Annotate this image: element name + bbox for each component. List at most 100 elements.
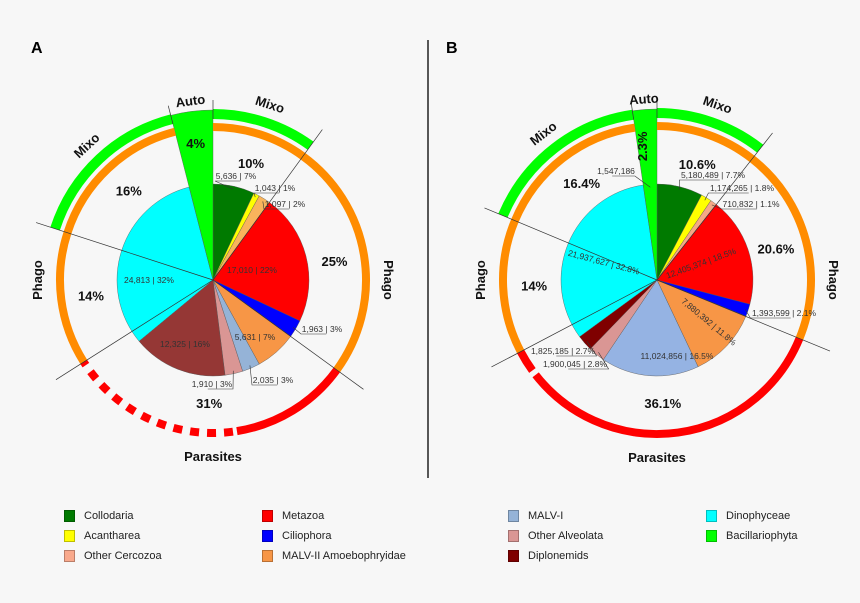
data-label-metazoa: 17,010 | 22% <box>227 265 277 275</box>
leader-line <box>556 340 598 357</box>
leader-line <box>568 352 610 370</box>
legend-label: Ciliophora <box>282 530 332 542</box>
data-label-other-alveolata: 1,900,045 | 2.8% <box>543 359 608 369</box>
ring-phago-1 <box>749 155 815 341</box>
leader-line <box>704 192 749 201</box>
leader-line <box>744 309 791 319</box>
ring-phago-under-mixo-0 <box>656 122 755 163</box>
legend-item-bacillariophyta: Bacillariophyta <box>706 530 798 542</box>
ring-parasites-solid <box>236 367 341 436</box>
legend: Collodaria Acantharea Other Cercozoa Met… <box>0 510 860 570</box>
data-label-ciliophora: 1,393,599 | 2.1% <box>752 308 817 318</box>
group-pct-phago: 14% <box>78 288 104 303</box>
ring-mixo-4 <box>50 114 173 231</box>
legend-swatch <box>64 530 75 542</box>
legend-swatch <box>262 530 273 542</box>
legend-item-diplonemids: Diplonemids <box>508 550 589 562</box>
group-pct-mixo: 10% <box>238 156 264 171</box>
legend-label: Dinophyceae <box>726 510 791 522</box>
ring-mixo-4 <box>498 109 634 218</box>
leader-line <box>253 192 280 198</box>
data-label-collodaria: 5,180,489 | 7.7% <box>681 170 746 180</box>
ring-phago-under-mixo-0 <box>212 123 306 160</box>
legend-item-malv-ii: MALV-II Amoebophryidae <box>262 550 406 562</box>
ring-mixo-0 <box>212 109 314 150</box>
legend-swatch <box>262 510 273 522</box>
data-label-ciliophora: 1,963 | 3% <box>302 324 343 334</box>
group-pct-phago: 25% <box>321 254 347 269</box>
data-label-diplonemids: 1,825,185 | 2.7% <box>531 346 596 356</box>
legend-swatch <box>706 530 717 542</box>
group-pct-parasites: 36.1% <box>644 396 681 411</box>
legend-item-other-alveolata: Other Alveolata <box>508 530 603 542</box>
data-label-acantharea: 1,043 | 1% <box>255 183 296 193</box>
data-label-collodaria: 5,636 | 7% <box>216 171 257 181</box>
group-pct-auto: 4% <box>186 136 205 151</box>
slice-metazoa <box>656 204 754 305</box>
group-name-mixo: Mixo <box>254 93 287 116</box>
ring-phago-3 <box>56 231 88 365</box>
legend-swatch <box>262 550 273 562</box>
slice-diplonemids <box>138 279 226 377</box>
group-name-auto: Auto <box>629 90 660 107</box>
data-label-malv-i: 2,035 | 3% <box>253 375 294 385</box>
group-pct-mixo: 10.6% <box>679 157 716 172</box>
ring-phago-1 <box>300 152 370 373</box>
group-name-phago: Phago <box>381 260 396 300</box>
leader-line <box>612 175 651 188</box>
legend-label: Other Cercozoa <box>84 550 162 562</box>
leader-line <box>249 365 278 386</box>
legend-label: Diplonemids <box>528 550 589 562</box>
group-divider-line <box>212 129 323 281</box>
legend-swatch <box>64 510 75 522</box>
data-label-other-alveolata: 1,910 | 3% <box>192 379 233 389</box>
ring-phago-under-mixo-4 <box>511 123 636 223</box>
legend-label: MALV-II Amoebophryidae <box>282 550 406 562</box>
leader-line <box>711 204 757 210</box>
data-label-malv-i: 11,024,856 | 16.5% <box>641 351 714 361</box>
data-label-acantharea: 1,174,265 | 1.8% <box>710 183 775 193</box>
group-name-parasites: Parasites <box>628 450 686 465</box>
group-pct-mixo: 16.4% <box>563 176 600 191</box>
legend-swatch <box>508 510 519 522</box>
group-divider-line <box>656 279 831 352</box>
group-divider-line <box>491 279 658 368</box>
legend-item-other-cercozoa: Other Cercozoa <box>64 550 162 562</box>
auto-bracket-line <box>630 100 635 120</box>
group-pct-phago: 20.6% <box>758 242 795 257</box>
group-name-mixo: Mixo <box>701 93 734 117</box>
group-name-phago: Phago <box>826 260 841 300</box>
leader-line <box>207 370 234 390</box>
legend-swatch <box>706 510 717 522</box>
slice-malv-i <box>603 279 699 377</box>
data-label-other-cercozoa: 710,832 | 1.1% <box>722 199 779 209</box>
group-name-phago: Phago <box>473 260 488 300</box>
data-label-malv-ii-amoebophryidae: 5,631 | 7% <box>235 332 276 342</box>
group-divider-line <box>484 207 658 281</box>
data-label-bacillariophyta: 1,547,186 <box>597 166 635 176</box>
legend-label: Bacillariophyta <box>726 530 798 542</box>
group-divider-line <box>55 279 214 380</box>
leader-line <box>214 180 241 190</box>
legend-item-collodaria: Collodaria <box>64 510 134 522</box>
legend-swatch <box>64 550 75 562</box>
group-divider-line <box>35 222 214 281</box>
group-name-auto: Auto <box>175 92 206 111</box>
panel-label-a: A <box>31 40 43 57</box>
slice-malv-ii-amoebophryidae <box>656 279 747 368</box>
legend-label: Acantharea <box>84 530 141 542</box>
group-pct-auto: 2.3% <box>635 131 650 161</box>
legend-item-metazoa: Metazoa <box>262 510 324 522</box>
group-divider-line <box>656 132 773 281</box>
legend-label: Collodaria <box>84 510 134 522</box>
legend-item-ciliophora: Ciliophora <box>262 530 332 542</box>
legend-label: Metazoa <box>282 510 325 522</box>
legend-label: MALV-I <box>528 510 564 522</box>
ring-phago-3 <box>499 219 525 354</box>
legend-item-acantharea: Acantharea <box>64 530 140 542</box>
leader-line <box>262 201 290 210</box>
pie-panel-b: 10.6% Mixo 20.6% Phago 36.1% Parasites 14% Phag… <box>473 90 841 465</box>
data-label-dinophyceae: 24,813 | 32% <box>124 275 174 285</box>
